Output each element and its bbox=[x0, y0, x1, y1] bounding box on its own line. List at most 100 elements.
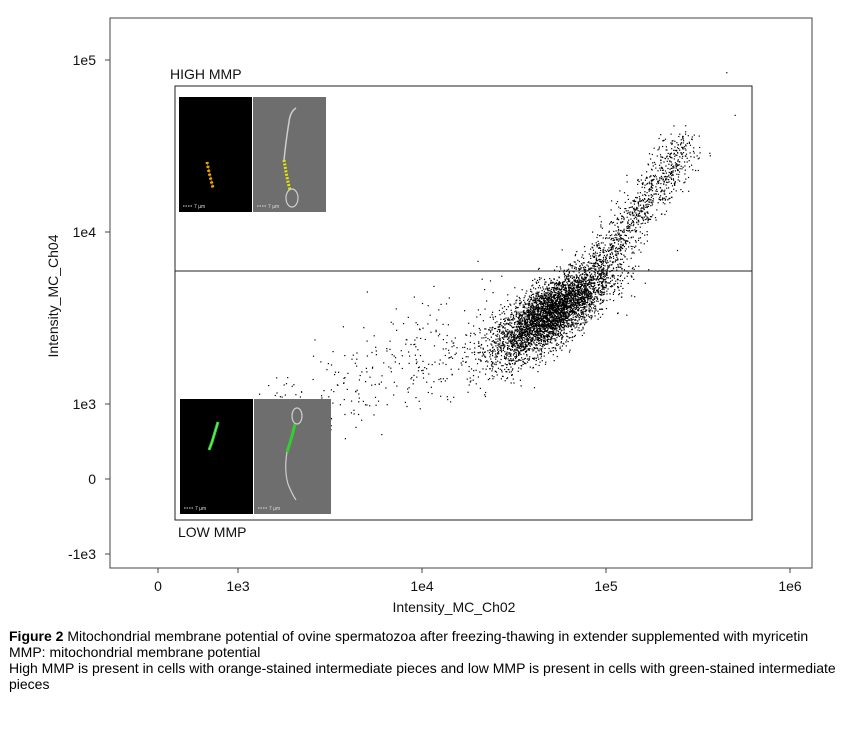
data-point bbox=[526, 327, 528, 330]
data-point bbox=[599, 278, 601, 280]
data-point bbox=[679, 156, 681, 158]
data-point bbox=[523, 331, 525, 333]
data-point bbox=[595, 255, 597, 257]
data-point bbox=[566, 305, 568, 307]
data-point bbox=[569, 298, 571, 300]
data-point bbox=[657, 181, 659, 183]
data-point bbox=[547, 312, 549, 314]
data-point bbox=[636, 214, 638, 216]
data-point bbox=[558, 315, 560, 317]
data-point bbox=[569, 263, 571, 265]
data-point bbox=[548, 331, 550, 333]
data-point bbox=[495, 371, 498, 373]
data-point bbox=[689, 152, 691, 154]
data-point bbox=[563, 306, 565, 308]
data-point bbox=[584, 283, 586, 285]
data-point bbox=[514, 329, 516, 331]
data-point bbox=[524, 324, 526, 326]
data-point bbox=[547, 312, 549, 314]
data-point bbox=[538, 295, 540, 297]
data-point bbox=[540, 342, 542, 344]
data-point bbox=[568, 303, 570, 305]
data-point bbox=[603, 291, 606, 293]
data-point bbox=[523, 348, 525, 350]
data-point bbox=[578, 277, 580, 279]
data-point bbox=[651, 204, 653, 206]
data-point bbox=[514, 323, 516, 325]
data-point bbox=[548, 347, 550, 350]
data-point bbox=[536, 302, 538, 304]
data-point bbox=[533, 312, 535, 314]
data-point bbox=[573, 310, 575, 312]
data-point bbox=[592, 255, 594, 257]
data-point bbox=[541, 301, 543, 303]
data-point bbox=[514, 343, 516, 345]
data-point bbox=[650, 187, 652, 189]
data-point bbox=[529, 313, 531, 315]
data-point bbox=[601, 308, 603, 310]
data-point bbox=[523, 309, 525, 312]
data-point bbox=[507, 368, 509, 371]
data-point bbox=[643, 205, 645, 207]
data-point bbox=[518, 354, 520, 356]
data-point bbox=[602, 313, 604, 315]
data-point bbox=[604, 265, 606, 267]
data-point bbox=[547, 338, 549, 340]
data-point bbox=[509, 335, 511, 337]
data-point bbox=[565, 292, 567, 294]
data-point bbox=[494, 316, 496, 318]
data-point bbox=[581, 281, 583, 283]
data-point bbox=[537, 325, 539, 327]
data-point bbox=[499, 340, 501, 342]
data-point bbox=[592, 279, 594, 281]
data-point bbox=[673, 165, 675, 167]
data-point bbox=[569, 311, 571, 313]
data-point bbox=[579, 294, 581, 296]
data-point bbox=[534, 339, 536, 341]
data-point bbox=[541, 325, 544, 327]
data-point bbox=[554, 305, 557, 307]
data-point bbox=[497, 338, 499, 340]
data-point bbox=[579, 292, 582, 294]
data-point bbox=[570, 311, 572, 313]
data-point bbox=[568, 293, 570, 295]
data-point bbox=[500, 347, 502, 349]
data-point bbox=[576, 324, 578, 326]
data-point bbox=[515, 316, 517, 318]
data-point bbox=[522, 342, 524, 344]
data-point bbox=[609, 293, 611, 295]
data-point bbox=[560, 285, 562, 287]
data-point bbox=[633, 209, 635, 211]
data-point bbox=[515, 356, 517, 359]
data-point bbox=[599, 287, 601, 289]
data-point bbox=[591, 295, 593, 297]
data-point bbox=[528, 333, 530, 336]
data-point bbox=[570, 298, 572, 300]
data-point bbox=[662, 169, 664, 171]
data-point bbox=[579, 304, 581, 306]
data-point bbox=[680, 152, 682, 154]
data-point bbox=[584, 266, 586, 268]
data-point bbox=[539, 353, 541, 355]
data-point bbox=[652, 195, 654, 197]
data-point bbox=[601, 263, 603, 265]
data-point bbox=[602, 299, 604, 302]
data-point bbox=[542, 286, 544, 288]
data-point bbox=[560, 310, 562, 312]
data-point bbox=[551, 332, 554, 334]
data-point bbox=[527, 327, 529, 329]
data-point bbox=[593, 312, 596, 314]
data-point bbox=[669, 172, 672, 174]
data-point bbox=[561, 349, 563, 351]
data-point bbox=[587, 295, 589, 298]
data-point bbox=[554, 297, 556, 299]
data-point bbox=[663, 197, 665, 199]
data-point bbox=[493, 332, 495, 335]
data-point bbox=[577, 322, 579, 325]
data-point bbox=[564, 291, 566, 293]
data-point bbox=[569, 325, 571, 327]
data-point bbox=[551, 319, 553, 321]
data-point bbox=[637, 223, 639, 225]
data-point bbox=[564, 296, 566, 298]
data-point bbox=[625, 248, 627, 250]
